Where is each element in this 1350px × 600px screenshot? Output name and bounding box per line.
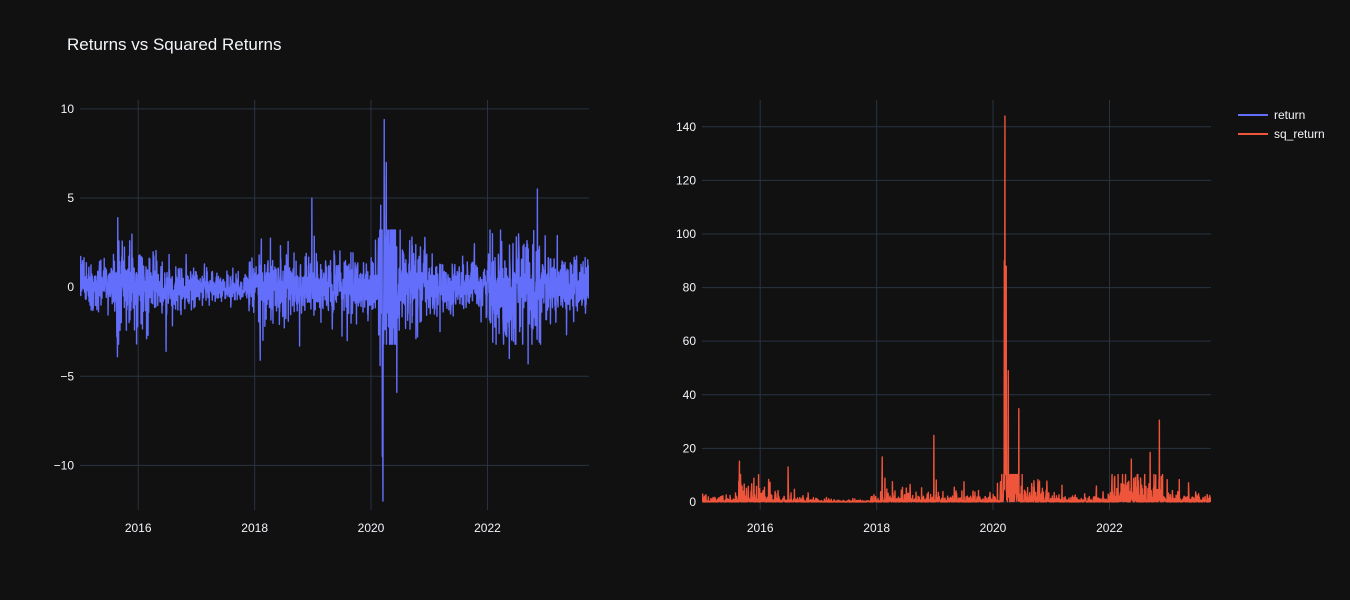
legend-item-sq_return[interactable]: sq_return — [1238, 127, 1325, 141]
legend[interactable]: return sq_return — [1238, 108, 1325, 141]
x-tick-label: 2020 — [980, 521, 1007, 535]
returns-subplot: 10 5 0 −5 −10 2016 2018 2020 2022 — [54, 100, 589, 535]
y-tick-label: 80 — [683, 281, 697, 295]
y-tick-label: 60 — [683, 334, 697, 348]
y-tick-label: −5 — [60, 369, 74, 383]
x-tick-label: 2020 — [358, 521, 385, 535]
y-tick-label: 5 — [67, 191, 74, 205]
y-tick-label: 40 — [683, 388, 697, 402]
return-line[interactable] — [80, 118, 589, 502]
chart-title: Returns vs Squared Returns — [67, 35, 282, 54]
y-tick-label: 10 — [61, 102, 75, 116]
x-tick-label: 2016 — [125, 521, 152, 535]
y-tick-label: 0 — [689, 495, 696, 509]
legend-label: return — [1274, 108, 1305, 122]
x-tick-label: 2018 — [241, 521, 268, 535]
legend-item-return[interactable]: return — [1238, 108, 1305, 122]
sq_return-line[interactable] — [702, 115, 1211, 503]
x-tick-label: 2022 — [1096, 521, 1123, 535]
y-tick-label: 100 — [676, 227, 696, 241]
squared-returns-subplot: 140 120 100 80 60 40 20 0 2016 2018 2020 2022 — [676, 100, 1211, 535]
x-tick-label: 2018 — [863, 521, 890, 535]
x-tick-label: 2022 — [474, 521, 501, 535]
y-tick-label: −10 — [54, 458, 75, 472]
y-tick-label: 0 — [67, 280, 74, 294]
x-tick-label: 2016 — [747, 521, 774, 535]
y-tick-label: 120 — [676, 173, 696, 187]
y-tick-label: 20 — [683, 441, 697, 455]
y-tick-label: 140 — [676, 120, 696, 134]
legend-label: sq_return — [1274, 127, 1325, 141]
